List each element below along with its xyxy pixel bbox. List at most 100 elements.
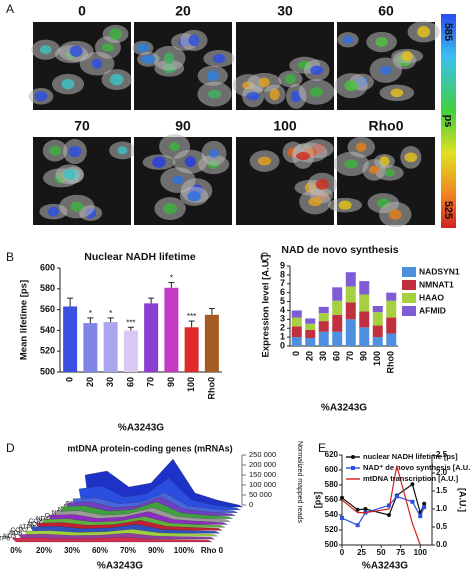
bar-segment xyxy=(372,306,383,313)
y-tick-label: 2 xyxy=(280,323,285,333)
x-tick-label: 70% xyxy=(120,546,136,555)
x-tick-label: 100 xyxy=(186,377,196,392)
bar xyxy=(63,306,78,372)
image-label: Rho0 xyxy=(369,118,404,134)
y-tick-label: 1 xyxy=(280,331,285,341)
point xyxy=(340,495,344,500)
y-tick-label: 8 xyxy=(280,269,285,279)
y-tick-label: 500 xyxy=(40,366,55,376)
nucleus xyxy=(208,89,222,99)
x-tick-label: 30 xyxy=(318,351,328,361)
bar-segment xyxy=(318,331,329,346)
point xyxy=(410,499,415,504)
legend-swatch xyxy=(402,267,416,277)
panel-letter: D xyxy=(6,441,15,455)
point xyxy=(355,507,360,512)
y-tick-label: 4 xyxy=(280,305,285,315)
bar-segment xyxy=(291,337,302,346)
bar-segment xyxy=(386,292,397,301)
x-tick-label: 60 xyxy=(125,377,135,387)
bar xyxy=(204,314,219,372)
nucleus xyxy=(212,53,226,64)
nucleus xyxy=(39,45,52,55)
chart-title: Nuclear NADH lifetime xyxy=(84,251,196,263)
nucleus xyxy=(109,73,124,86)
y-tick-label: 620 xyxy=(325,450,339,459)
y-axis-label: [ps] xyxy=(312,492,322,509)
x-tick-label: Rho0 xyxy=(386,351,396,374)
y2-axis-label: [A.U.] xyxy=(458,488,468,512)
point xyxy=(394,494,399,499)
bar-segment xyxy=(305,330,316,338)
z-tick-label: 200 000 xyxy=(249,460,276,469)
x-tick-label: 0 xyxy=(340,548,345,557)
nucleus xyxy=(63,168,76,180)
x-tick-label: 20% xyxy=(36,546,52,555)
bar xyxy=(164,287,179,372)
z-tick-label: 0 xyxy=(249,500,253,509)
gene-label: COX2 xyxy=(11,527,29,534)
nucleus xyxy=(91,58,103,69)
nucleus xyxy=(284,73,296,85)
nucleus xyxy=(34,91,48,102)
y-axis-label: Mean lifetime [ps] xyxy=(19,280,30,360)
bar-segment xyxy=(305,318,316,324)
nucleus xyxy=(379,65,392,75)
panel-letter: C xyxy=(260,250,269,264)
point xyxy=(422,505,427,510)
nucleus xyxy=(296,152,310,161)
bar-segment xyxy=(372,312,383,326)
point xyxy=(355,523,360,528)
bar xyxy=(83,323,98,372)
image-label: 90 xyxy=(175,118,191,134)
x-tick-label: 100% xyxy=(174,546,194,555)
panel-letter: A xyxy=(6,2,14,16)
legend-label: HAAO xyxy=(419,292,444,302)
y-tick-label: 520 xyxy=(325,525,339,534)
bar-segment xyxy=(291,326,302,338)
x-tick-label: 60 xyxy=(332,351,342,361)
x-tick-label: 70 xyxy=(146,377,156,387)
nucleus xyxy=(206,70,219,82)
bar-segment xyxy=(318,313,329,322)
y-tick-label: 580 xyxy=(325,480,339,489)
y-tick-label: 7 xyxy=(280,278,285,288)
legend-swatch xyxy=(402,280,416,290)
x-tick-label: 0% xyxy=(10,546,22,555)
nucleus xyxy=(169,142,180,151)
nucleus xyxy=(269,88,280,101)
bar-segment xyxy=(372,337,383,346)
image-label: 60 xyxy=(378,3,394,19)
image-label: 100 xyxy=(273,118,297,134)
legend-swatch xyxy=(402,306,416,316)
nucleus xyxy=(342,35,354,44)
y-tick-label: 560 xyxy=(325,495,339,504)
nucleus xyxy=(163,52,175,64)
colorbar-label: ps xyxy=(442,115,454,128)
nucleus xyxy=(368,165,380,174)
z-tick-label: 150 000 xyxy=(249,470,276,479)
bar-segment xyxy=(359,311,370,328)
image-label: 30 xyxy=(277,3,293,19)
x-tick-label: 0 xyxy=(291,351,301,356)
point xyxy=(422,501,427,506)
nucleus xyxy=(109,28,122,40)
y-tick-label: 540 xyxy=(40,325,55,335)
x-tick-label: 90 xyxy=(359,351,369,361)
x-tick-label: 20 xyxy=(85,377,95,387)
y2-tick-label: 2.5 xyxy=(436,450,448,459)
gene-label: ND2 xyxy=(27,521,40,528)
x-tick-label: Rho 0 xyxy=(201,546,224,555)
nucleus xyxy=(344,159,359,169)
significance: * xyxy=(89,309,92,318)
nucleus xyxy=(117,146,128,155)
chart-title: NAD de novo synthesis xyxy=(281,244,398,256)
nucleus xyxy=(390,88,404,98)
y2-tick-label: 1.5 xyxy=(436,486,448,495)
nucleus xyxy=(344,80,358,92)
legend-marker xyxy=(351,455,355,459)
point xyxy=(363,507,368,511)
nucleus xyxy=(188,34,200,47)
point xyxy=(386,513,391,517)
x-tick-label: 70 xyxy=(345,351,355,361)
